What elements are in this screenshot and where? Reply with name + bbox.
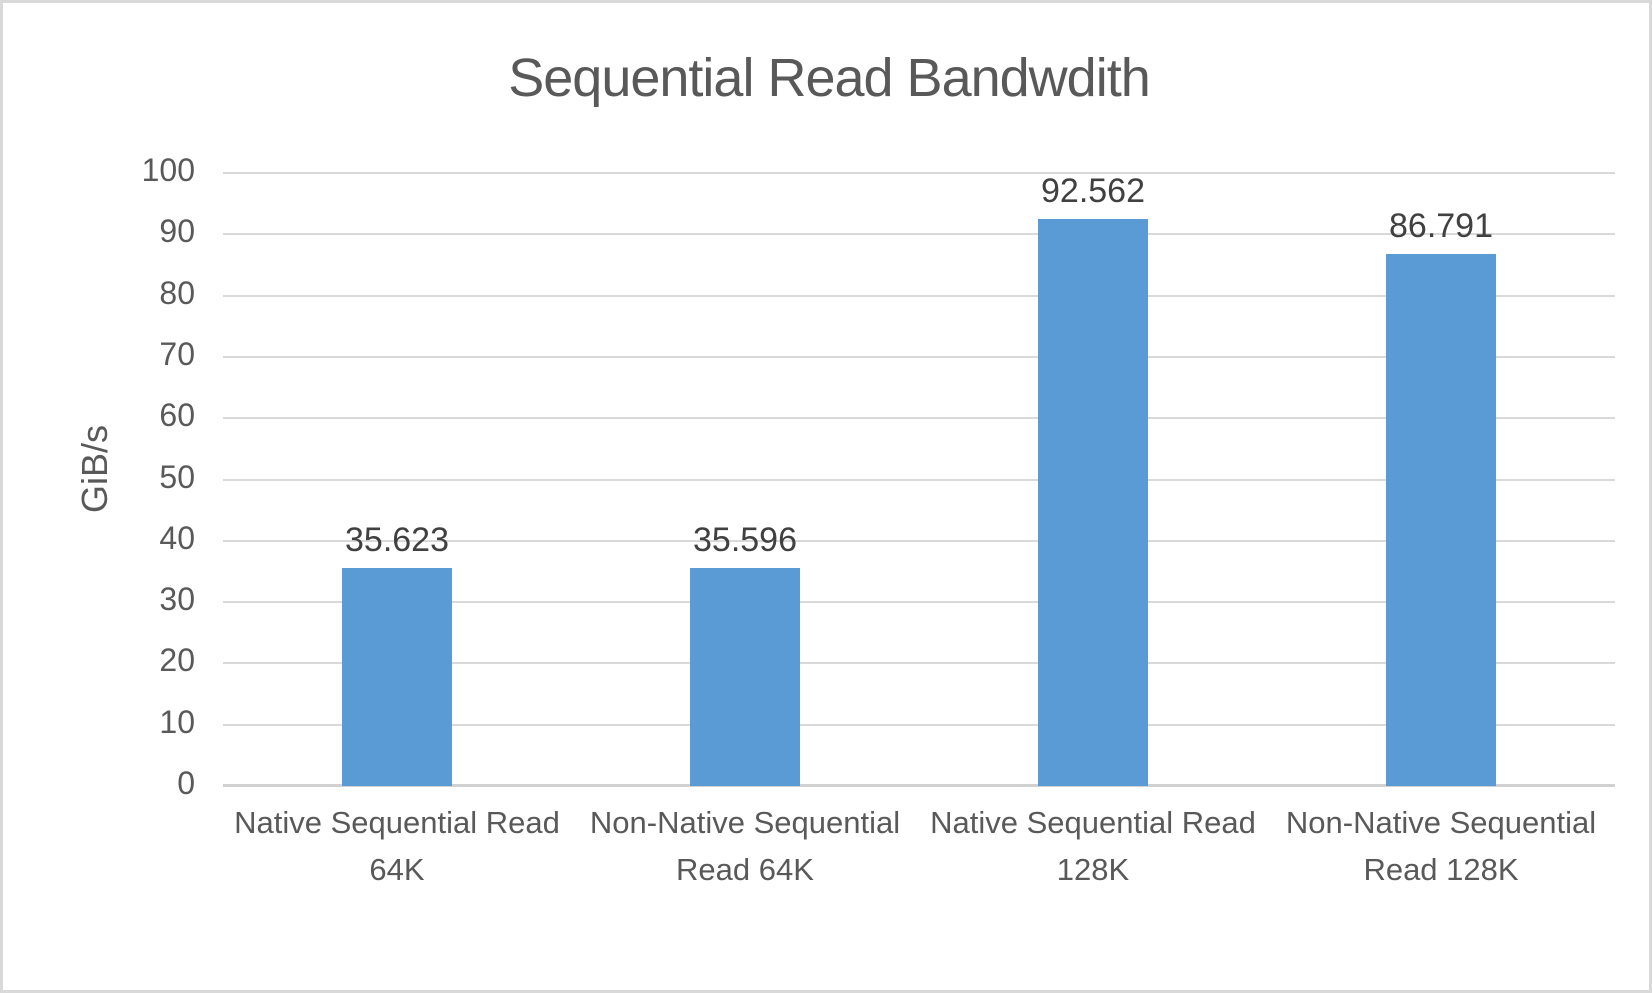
plot-area: 35.623 35.596 92.562 86.791 bbox=[223, 171, 1615, 787]
gridline bbox=[223, 723, 1615, 726]
x-category-label: Native Sequential Read 64K bbox=[234, 805, 560, 887]
y-tick-label: 100 bbox=[141, 152, 195, 188]
gridline bbox=[223, 662, 1615, 665]
gridline bbox=[223, 478, 1615, 481]
gridline bbox=[223, 233, 1615, 236]
y-tick-label: 90 bbox=[159, 213, 195, 250]
x-category-label: Non-Native Sequential Read 128K bbox=[1285, 805, 1597, 887]
bar bbox=[1386, 253, 1496, 786]
bar bbox=[1038, 218, 1148, 786]
gridline bbox=[223, 172, 1615, 174]
gridline bbox=[223, 417, 1615, 420]
bar-value-label: 86.791 bbox=[1389, 206, 1493, 245]
y-tick-label: 50 bbox=[159, 458, 195, 495]
y-tick-label: 40 bbox=[159, 519, 195, 556]
y-tick-label: 20 bbox=[159, 642, 195, 679]
bar-value-label: 35.623 bbox=[345, 520, 449, 559]
y-tick-label: 60 bbox=[159, 397, 195, 434]
bar-value-label: 92.562 bbox=[1041, 171, 1145, 210]
x-category-label: Native Sequential Read 128K bbox=[930, 805, 1256, 887]
y-tick-label: 10 bbox=[159, 703, 195, 740]
x-category-label: Non-Native Sequential Read 64K bbox=[589, 805, 901, 887]
y-tick-label: 80 bbox=[159, 274, 195, 311]
gridline bbox=[223, 294, 1615, 297]
y-tick-label: 30 bbox=[159, 581, 195, 618]
bar-value-label: 35.596 bbox=[693, 520, 797, 559]
bar bbox=[690, 567, 800, 786]
gridline bbox=[223, 601, 1615, 604]
x-axis-line bbox=[223, 784, 1615, 787]
bar bbox=[342, 567, 452, 786]
y-tick-label: 0 bbox=[177, 765, 195, 801]
chart-title: Sequential Read Bandwdith bbox=[508, 48, 1150, 108]
y-tick-label: 70 bbox=[159, 335, 195, 372]
gridline bbox=[223, 539, 1615, 542]
gridline bbox=[223, 355, 1615, 358]
